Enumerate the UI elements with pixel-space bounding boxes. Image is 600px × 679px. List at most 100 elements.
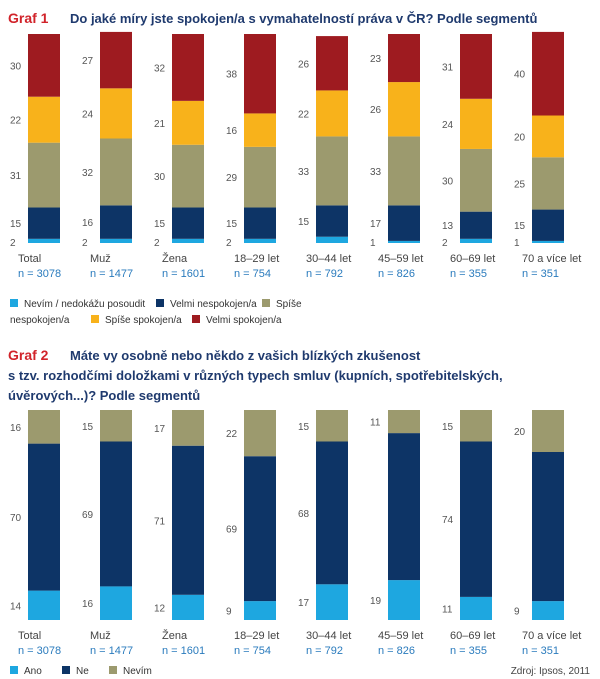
chart1-category-label: 60–69 let xyxy=(450,253,495,265)
chart1-bar-velmi-nespokojen-a-45-59-let xyxy=(388,205,420,241)
chart1-legend-label: Velmi nespokojen/a xyxy=(170,299,257,310)
chart1-bar-velmi-nespokojen-a-70-a-vice-let xyxy=(532,209,564,241)
chart1-value-label: 15 xyxy=(298,217,310,228)
chart2-value-label: 15 xyxy=(82,422,94,433)
chart1-value-label: 33 xyxy=(370,167,382,178)
chart1-n-label: n = 351 xyxy=(522,268,559,280)
chart1-value-label: 32 xyxy=(82,168,94,179)
chart1-value-label: 38 xyxy=(226,70,238,81)
chart2-label: Graf 2 xyxy=(8,347,49,363)
chart2-category-label: 45–59 let xyxy=(378,630,423,642)
chart2-bar-ano-18-29-let xyxy=(244,601,276,620)
chart2-bar-ne-45-59-let xyxy=(388,433,420,581)
chart1-bar-velmi-nespokojen-a-total xyxy=(28,207,60,239)
chart1-bar-velmi-nespokojen-a-zena xyxy=(172,207,204,239)
chart2-n-label: n = 351 xyxy=(522,645,559,657)
chart1-category-label: 18–29 let xyxy=(234,253,279,265)
chart2-value-label: 22 xyxy=(226,429,238,440)
chart1-value-label: 31 xyxy=(442,62,454,73)
chart1-bar-velmi-spokojen-a-30-44-let xyxy=(316,36,348,91)
chart1-bar-spise-spokojen-a-45-59-let xyxy=(388,82,420,137)
chart1-value-label: 15 xyxy=(10,219,22,230)
chart2-value-label: 17 xyxy=(298,598,310,609)
chart1-value-label: 32 xyxy=(154,63,166,74)
chart2-title-line: s tzv. rozhodčími doložkami v různých ty… xyxy=(8,368,503,383)
chart1-value-label: 21 xyxy=(154,119,166,130)
chart1-value-label: 17 xyxy=(370,219,382,230)
chart1-bar-nevim-nedokazu-posoudit-muz xyxy=(100,238,132,243)
chart1-n-label: n = 355 xyxy=(450,268,487,280)
chart1-legend-swatch xyxy=(192,315,200,323)
chart2-bar-ano-70-a-vice-let xyxy=(532,601,564,620)
chart2-value-label: 16 xyxy=(82,599,94,610)
chart1-value-label: 2 xyxy=(10,238,16,249)
chart1-label: Graf 1 xyxy=(8,10,49,26)
chart1-legend-label: Spíše xyxy=(276,299,302,310)
chart2-legend-swatch xyxy=(10,666,18,674)
chart2-value-label: 9 xyxy=(226,607,232,618)
chart1-legend-label: Nevím / nedokážu posoudit xyxy=(24,299,145,310)
chart1-bar-spise-nespokojen-a-zena xyxy=(172,144,204,208)
chart2-value-label: 69 xyxy=(82,510,94,521)
chart1-value-label: 15 xyxy=(154,219,166,230)
chart1-legend-label: nespokojen/a xyxy=(10,315,70,326)
chart1-legend-swatch xyxy=(10,299,18,307)
chart1-bar-velmi-spokojen-a-70-a-vice-let xyxy=(532,31,564,116)
chart1-bar-velmi-spokojen-a-muz xyxy=(100,31,132,89)
chart1-value-label: 26 xyxy=(298,59,310,70)
chart1-bar-nevim-nedokazu-posoudit-30-44-let xyxy=(316,236,348,243)
chart1-value-label: 1 xyxy=(514,238,520,249)
chart1-n-label: n = 754 xyxy=(234,268,271,280)
chart1-bar-spise-nespokojen-a-70-a-vice-let xyxy=(532,157,564,210)
chart1-title: Do jaké míry jste spokojen/a s vymahatel… xyxy=(70,11,537,26)
chart1-bar-spise-nespokojen-a-18-29-let xyxy=(244,146,276,208)
chart1-category-label: Žena xyxy=(162,252,188,265)
chart2-value-label: 14 xyxy=(10,601,22,612)
chart1-n-label: n = 1477 xyxy=(90,268,133,280)
chart1-value-label: 22 xyxy=(10,116,22,127)
chart2-n-label: n = 1477 xyxy=(90,645,133,657)
chart2-bar-ne-70-a-vice-let xyxy=(532,452,564,602)
chart1-bar-nevim-nedokazu-posoudit-70-a-vice-let xyxy=(532,240,564,243)
chart1-value-label: 16 xyxy=(226,126,238,137)
chart2-bar-ne-total xyxy=(28,443,60,591)
chart2-bar-nevim-18-29-let xyxy=(244,410,276,457)
chart1-value-label: 24 xyxy=(82,109,94,120)
chart1-value-label: 1 xyxy=(370,238,376,249)
chart1-bar-spise-nespokojen-a-total xyxy=(28,142,60,208)
chart2-value-label: 9 xyxy=(514,607,520,618)
chart1-bar-velmi-nespokojen-a-60-69-let xyxy=(460,211,492,239)
chart2-value-label: 69 xyxy=(226,525,238,536)
chart1-category-label: Muž xyxy=(90,253,111,265)
chart2-bar-ano-zena xyxy=(172,594,204,620)
chart2-legend-label: Ne xyxy=(76,666,89,677)
chart1-bar-velmi-nespokojen-a-muz xyxy=(100,205,132,239)
chart2-n-label: n = 792 xyxy=(306,645,343,657)
chart1-bar-velmi-spokojen-a-total xyxy=(28,34,60,97)
chart2-value-label: 15 xyxy=(298,422,310,433)
chart1-legend-swatch xyxy=(91,315,99,323)
chart1-bar-spise-spokojen-a-total xyxy=(28,96,60,143)
chart1-bar-nevim-nedokazu-posoudit-60-69-let xyxy=(460,238,492,243)
chart1-value-label: 2 xyxy=(442,238,448,249)
chart1-bar-velmi-spokojen-a-60-69-let xyxy=(460,34,492,99)
chart2-n-label: n = 826 xyxy=(378,645,415,657)
chart1-bar-spise-spokojen-a-60-69-let xyxy=(460,98,492,149)
chart2-value-label: 11 xyxy=(370,418,381,429)
chart2-value-label: 12 xyxy=(154,603,166,614)
chart1-bar-spise-nespokojen-a-muz xyxy=(100,138,132,206)
chart1-legend-swatch xyxy=(262,299,270,307)
chart1-bar-velmi-spokojen-a-18-29-let xyxy=(244,34,276,114)
chart2-bar-nevim-muz xyxy=(100,410,132,442)
chart2-legend-label: Ano xyxy=(24,666,42,677)
chart2-value-label: 19 xyxy=(370,596,382,607)
chart2-n-label: n = 1601 xyxy=(162,645,205,657)
chart1-bar-velmi-nespokojen-a-18-29-let xyxy=(244,207,276,239)
chart1-value-label: 23 xyxy=(370,54,382,65)
chart1-value-label: 40 xyxy=(514,70,526,81)
chart1-value-label: 15 xyxy=(514,221,526,232)
chart1-value-label: 2 xyxy=(82,238,88,249)
chart1-n-label: n = 1601 xyxy=(162,268,205,280)
chart2-category-label: Žena xyxy=(162,629,188,642)
chart2-value-label: 70 xyxy=(10,513,22,524)
